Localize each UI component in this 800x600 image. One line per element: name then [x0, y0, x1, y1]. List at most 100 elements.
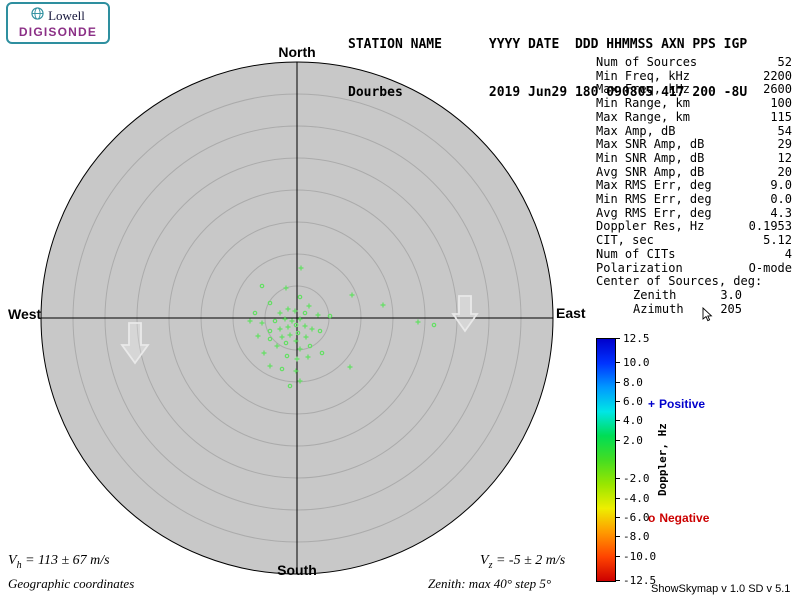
stat-row: Max SNR Amp, dB 29	[596, 138, 792, 152]
vz-base: V	[480, 553, 489, 568]
colorbar-tick	[615, 362, 620, 364]
stat-label: Max RMS Err, deg	[596, 178, 712, 193]
stat-row: Center of Sources, deg:	[596, 275, 792, 289]
stat-value: 5.12	[763, 233, 792, 248]
stat-value: 0.0	[770, 192, 792, 207]
stat-label: Min SNR Amp, dB	[596, 150, 705, 165]
vh-base: V	[8, 553, 17, 568]
stat-label: Doppler Res, Hz	[596, 219, 705, 234]
stats-panel: Num of Sources 52 Min Freq, kHz 2200 Max Fre…	[596, 55, 792, 317]
stat-label: Num of CITs	[596, 246, 676, 261]
stat-label: Center of Sources, deg:	[596, 274, 763, 289]
colorbar-tick	[615, 478, 620, 480]
stat-value: 4	[784, 246, 792, 261]
compass-south-label: South	[277, 562, 317, 578]
west-arrow-icon	[120, 322, 150, 365]
colorbar-tick-label: -2.0	[623, 472, 650, 486]
colorbar-tick	[615, 439, 620, 441]
vh-sub: h	[16, 559, 22, 571]
colorbar-tick	[615, 400, 620, 402]
colorbar-tick-label: 8.0	[623, 375, 643, 389]
stat-label: Max SNR Amp, dB	[596, 137, 705, 152]
stat-row: Max Range, km 115	[596, 109, 792, 125]
stat-value: 0.1953	[748, 219, 792, 234]
colorbar-tick	[615, 381, 620, 383]
version-text: ShowSkymap v 1.0 SD v 5.1	[651, 583, 791, 595]
legend-positive-label: Positive	[659, 397, 706, 411]
stat-row: Num of Sources 52	[596, 55, 792, 70]
stat-label: Zenith	[633, 287, 677, 302]
horizontal-velocity-text: Vh = 113 ± 67 m/s	[8, 553, 110, 571]
stat-label: Max Freq, kHz	[596, 82, 690, 97]
stat-label: Min Range, km	[596, 96, 690, 111]
stat-value: 29	[777, 137, 792, 152]
stat-row: CIT, sec 5.12	[596, 233, 792, 248]
plus-marker-icon: +	[648, 397, 656, 411]
stat-value: 3.0	[720, 287, 742, 302]
colorbar-tick	[615, 517, 620, 519]
east-arrow-icon	[451, 295, 479, 333]
stat-value: 12	[777, 150, 792, 165]
header-values-row: Dourbes 2019 Jun29 180 090805 417 200 -8…	[348, 85, 748, 100]
stat-row: Avg RMS Err, deg 4.3	[596, 205, 792, 221]
stat-row: Min Freq, kHz 2200	[596, 68, 792, 84]
stat-value: 2200	[763, 68, 792, 83]
vz-sub: z	[488, 559, 493, 571]
colorbar-title: Doppler, Hz	[656, 423, 669, 496]
colorbar-tick-label: -10.0	[623, 549, 657, 563]
colorbar-tick-label: -8.0	[623, 530, 650, 544]
circle-marker-icon: o	[648, 511, 656, 525]
stat-label: Min Freq, kHz	[596, 68, 690, 83]
stat-row: Num of CITs 4	[596, 246, 792, 262]
stat-value: 100	[770, 96, 792, 111]
stat-value: 4.3	[770, 205, 792, 220]
crosshair-axes	[41, 62, 553, 574]
compass-west-label: West	[8, 306, 42, 322]
stat-value: 52	[777, 55, 792, 69]
stat-row: Max Freq, kHz 2600	[596, 83, 792, 97]
source-points	[247, 265, 437, 389]
stat-value: 9.0	[770, 178, 792, 193]
colorbar-tick	[615, 497, 620, 499]
stat-row: Azimuth 205	[596, 301, 792, 317]
legend-positive: + Positive	[648, 397, 705, 411]
stat-row: Polarization O-mode	[596, 260, 792, 276]
stat-value: 205	[720, 301, 742, 316]
stat-label: Num of Sources	[596, 55, 698, 69]
stat-value: 115	[770, 109, 792, 124]
lowell-digisonde-logo: Lowell DIGISONDE	[6, 2, 110, 44]
coordinates-note: Geographic coordinates	[8, 576, 135, 591]
legend-negative-label: Negative	[659, 511, 710, 525]
vh-rest: = 113 ± 67 m/s	[21, 553, 110, 568]
vertical-velocity-text: Vz = -5 ± 2 m/s	[480, 553, 565, 571]
stat-row: Max Amp, dB 54	[596, 123, 792, 139]
stat-row: Min RMS Err, deg 0.0	[596, 192, 792, 207]
stat-label: Max Amp, dB	[596, 123, 676, 138]
header-block: STATION NAME YYYY DATE DDD HHMMSS AXN PP…	[348, 5, 747, 133]
stat-row: Min SNR Amp, dB 12	[596, 150, 792, 166]
stat-label: Max Range, km	[596, 109, 690, 124]
stat-row: Max RMS Err, deg 9.0	[596, 179, 792, 193]
colorbar-tick-label: 10.0	[623, 356, 650, 370]
zenith-range-note: Zenith: max 40° step 5°	[428, 576, 552, 591]
stat-value: 2600	[763, 82, 792, 97]
stat-row: Doppler Res, Hz 0.1953	[596, 220, 792, 234]
colorbar-tick	[615, 536, 620, 538]
colorbar-tick-label: 12.5	[623, 332, 650, 345]
stat-label: Polarization	[596, 260, 683, 275]
colorbar-tick-label: 2.0	[623, 433, 643, 447]
stat-label: CIT, sec	[596, 233, 654, 248]
stat-row: Zenith 3.0	[596, 287, 792, 303]
colorbar-tick	[615, 338, 620, 339]
stat-row: Avg SNR Amp, dB 20	[596, 165, 792, 180]
stat-value: 54	[777, 123, 792, 138]
stat-label: Azimuth	[633, 301, 684, 316]
stat-label: Avg RMS Err, deg	[596, 205, 712, 220]
logo-top-row: Lowell	[31, 7, 85, 24]
colorbar-tick-label: 4.0	[623, 414, 643, 428]
globe-icon	[31, 7, 44, 24]
colorbar-tick-label: -6.0	[623, 511, 650, 525]
compass-north-label: North	[278, 44, 316, 60]
